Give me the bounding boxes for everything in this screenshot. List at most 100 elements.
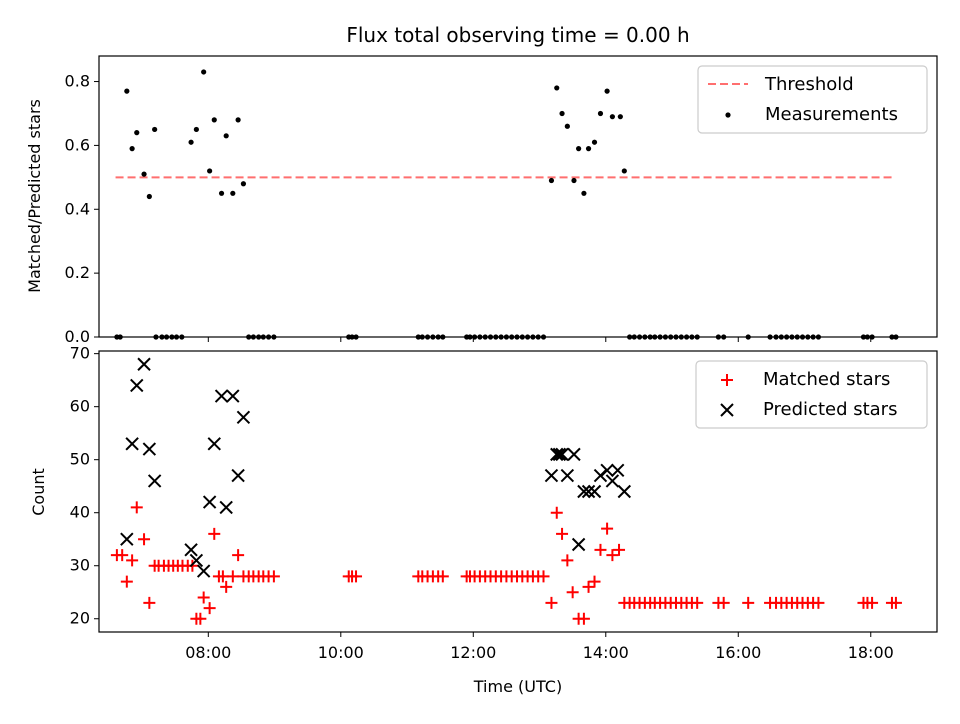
matched-point	[582, 580, 595, 593]
measurement-point	[548, 177, 555, 184]
measurement-point	[617, 114, 623, 120]
count-x-tick-label: 08:00	[185, 643, 231, 662]
measurement-point	[564, 123, 570, 129]
predicted-point	[130, 378, 144, 393]
ratio-axes-frame	[98, 55, 938, 338]
measurements-legend-label: Measurements	[765, 104, 898, 125]
matched-point	[120, 575, 133, 588]
count-points	[110, 357, 902, 625]
predicted-point	[236, 410, 251, 424]
matched-point	[436, 570, 449, 583]
measurements-legend-swatch	[725, 112, 731, 118]
matched-point	[208, 527, 221, 540]
measurement-point	[585, 146, 592, 152]
matched-point	[691, 596, 704, 609]
matched-point	[812, 596, 825, 609]
matched-point	[606, 549, 619, 562]
measurement-point	[223, 133, 229, 139]
ratio-y-tick-label: 0.2	[65, 263, 90, 282]
matched-point	[594, 543, 607, 556]
predicted-point	[226, 389, 240, 403]
figure-title: Flux total observing time = 0.00 h	[346, 23, 689, 47]
predicted-point	[219, 500, 233, 515]
count-x-ticks: 08:00 10:00 12:00 14:00 16:00 18:00	[185, 632, 894, 662]
predicted-point	[550, 447, 564, 462]
matched-point	[889, 596, 902, 609]
matched-point	[866, 596, 879, 609]
matched-point	[138, 533, 151, 546]
ratio-y-axis-label: Matched/Predicted stars	[25, 99, 44, 293]
threshold-legend-label: Threshold	[764, 74, 854, 95]
matched-point	[197, 591, 210, 604]
measurement-point	[591, 139, 598, 145]
predicted-point	[617, 484, 632, 499]
predicted-point	[571, 537, 586, 552]
count-x-tick-label: 12:00	[450, 643, 496, 662]
matched-point	[556, 527, 569, 540]
measurement-point	[152, 126, 158, 133]
measurement-point	[207, 168, 213, 174]
matched-point	[350, 570, 363, 583]
measurement-point	[621, 168, 627, 174]
matched-point	[116, 549, 129, 562]
measurement-point	[211, 117, 217, 123]
measurement-point	[134, 130, 140, 136]
count-x-tick-label: 18:00	[848, 643, 894, 662]
predicted-legend-swatch	[720, 403, 734, 417]
predicted-point	[214, 389, 229, 403]
matched-point	[130, 501, 143, 514]
matched-point	[126, 554, 139, 567]
count-y-tick-label: 20	[70, 609, 90, 628]
ratio-y-tick-label: 0.4	[65, 199, 90, 218]
predicted-point	[555, 447, 569, 462]
x-axis-label: Time (UTC)	[473, 677, 562, 696]
measurement-point	[554, 85, 560, 91]
predicted-point	[120, 532, 134, 546]
matched-point	[550, 506, 563, 519]
measurement-point	[146, 193, 152, 200]
measurement-point	[576, 146, 582, 152]
ratio-y-tick-label: 0.6	[65, 135, 90, 154]
measurement-point	[571, 177, 577, 184]
matched-point	[537, 570, 550, 583]
ratio-legend-box	[697, 65, 928, 134]
predicted-legend-label: Predicted stars	[763, 399, 897, 420]
ratio-y-tick-label: 0.8	[65, 72, 90, 91]
matched-point	[601, 522, 614, 535]
predicted-point	[560, 468, 575, 483]
matched-point	[203, 602, 216, 615]
matched-legend-swatch	[721, 374, 733, 386]
matched-point	[194, 612, 207, 625]
predicted-point	[587, 484, 602, 499]
count-y-tick-label: 30	[70, 556, 90, 575]
measurement-point	[559, 110, 565, 117]
predicted-point	[142, 442, 157, 456]
predicted-point	[567, 447, 581, 462]
count-y-ticks: 20 30 40 50 60 70	[70, 344, 99, 628]
measurement-point	[230, 190, 236, 196]
count-axes-frame	[98, 350, 938, 633]
count-y-tick-label: 40	[70, 503, 90, 522]
predicted-point	[552, 447, 567, 462]
count-y-tick-label: 50	[70, 450, 90, 469]
measurement-point	[604, 88, 610, 94]
count-x-tick-label: 10:00	[318, 643, 364, 662]
matched-point	[613, 543, 626, 556]
count-x-tick-label: 14:00	[583, 643, 629, 662]
matched-point	[588, 575, 601, 588]
matched-point	[717, 596, 730, 609]
measurement-point	[597, 110, 604, 117]
measurement-point	[193, 126, 199, 133]
measurement-point	[581, 190, 587, 196]
count-y-tick-label: 70	[70, 344, 90, 363]
predicted-point	[184, 543, 198, 557]
measurement-point	[218, 190, 225, 196]
predicted-point	[231, 468, 245, 483]
measurement-point	[609, 114, 615, 120]
matched-point	[267, 570, 280, 583]
matched-point	[566, 586, 579, 599]
predicted-point	[137, 357, 151, 371]
predicted-point	[207, 437, 221, 451]
matched-point	[577, 612, 590, 625]
